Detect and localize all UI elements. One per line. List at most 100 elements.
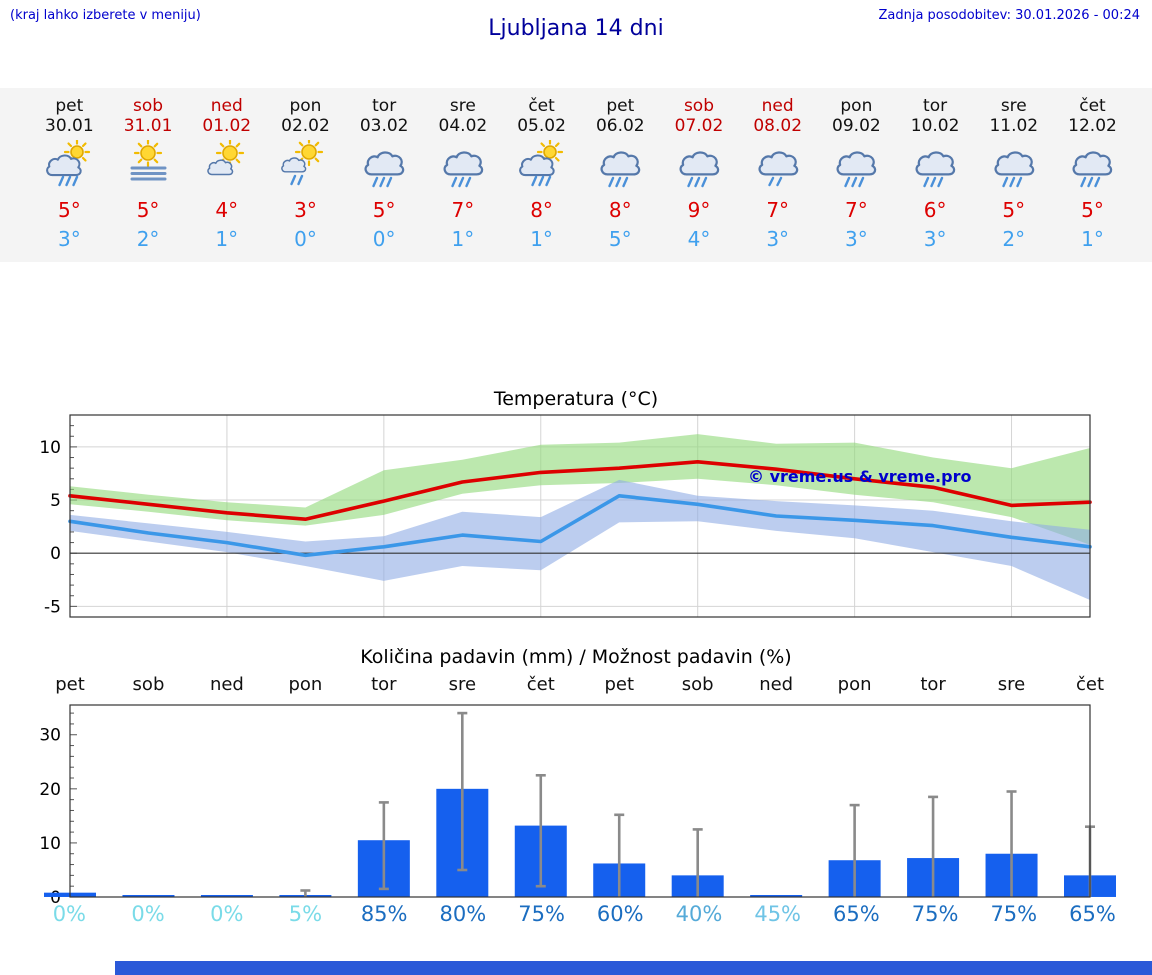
day-high-temp: 5° — [372, 198, 396, 222]
day-high-temp: 9° — [687, 198, 711, 222]
day-name: pon — [840, 96, 873, 116]
day-name: pet — [606, 96, 635, 116]
day-low-temp: 3° — [845, 227, 868, 251]
precip-day-label: pon — [288, 674, 322, 695]
precip-chart-title: Količina padavin (mm) / Možnost padavin … — [360, 646, 792, 668]
forecast-day[interactable]: pet 30.01 5° 3° — [30, 94, 109, 262]
temp-y-tick-label: -5 — [44, 597, 61, 617]
day-high-temp: 8° — [530, 198, 553, 222]
precip-probability: 0% — [210, 902, 244, 926]
precip-day-label: čet — [527, 674, 555, 695]
day-date: 11.02 — [989, 116, 1039, 136]
precip-probability: 5% — [288, 902, 323, 926]
day-low-temp: 3° — [923, 227, 947, 251]
cloud-rain-icon — [817, 140, 896, 196]
cloud-drizzle-icon — [738, 140, 817, 196]
precip-y-tick-label: 30 — [39, 726, 61, 746]
precip-probability: 85% — [360, 902, 408, 926]
precip-day-label: sob — [133, 674, 165, 695]
page-title: Ljubljana 14 dni — [488, 16, 664, 41]
precip-day-label: sob — [682, 674, 714, 695]
precip-probability: 0% — [52, 902, 87, 926]
day-name: sob — [133, 96, 164, 116]
day-date: 09.02 — [832, 116, 881, 136]
precip-bar — [122, 895, 175, 897]
day-name: sob — [683, 96, 714, 116]
day-low-temp: 1° — [451, 227, 475, 251]
day-high-temp: 5° — [1002, 198, 1026, 222]
temp-y-tick-label: 10 — [39, 438, 61, 458]
sun-cloud-rain-icon — [502, 138, 581, 196]
day-date: 02.02 — [281, 116, 330, 136]
day-name: čet — [1079, 96, 1106, 116]
cloud-rain-icon — [1053, 140, 1132, 196]
day-low-temp: 3° — [766, 227, 790, 251]
day-low-temp: 3° — [57, 227, 81, 251]
day-date: 06.02 — [595, 116, 645, 136]
precip-y-tick-label: 10 — [39, 834, 61, 854]
day-high-temp: 5° — [1081, 198, 1104, 222]
cloud-rain-icon — [424, 140, 503, 196]
precip-probability-row: 0% 0% 0% 5% 85% 80% 75% 60% 40% 45% 65% 75% 75% 65% — [0, 902, 1152, 926]
forecast-day[interactable]: tor 10.02 6° 3° — [896, 94, 975, 262]
precip-day-label: ned — [210, 674, 244, 695]
day-name: sre — [449, 96, 476, 116]
forecast-day[interactable]: pet 06.02 8° 5° — [581, 94, 660, 262]
min-temp-range-band — [70, 479, 1090, 600]
temp-y-tick-label: 0 — [50, 544, 61, 564]
day-name: ned — [210, 96, 243, 116]
precip-day-label: pet — [55, 674, 85, 695]
day-low-temp: 1° — [215, 227, 239, 251]
forecast-day[interactable]: pon 09.02 7° 3° — [817, 94, 896, 262]
forecast-day[interactable]: sob 31.01 5° 2° — [109, 94, 188, 262]
day-date: 30.01 — [45, 116, 94, 136]
forecast-day[interactable]: sob 07.02 9° 4° — [660, 94, 739, 262]
cloud-rain-icon — [345, 140, 424, 196]
forecast-day[interactable]: tor 03.02 5° 0° — [345, 94, 424, 262]
watermark: © vreme.us & vreme.pro — [748, 467, 971, 486]
day-low-temp: 1° — [530, 227, 553, 251]
location-menu-hint: (kraj lahko izberete v meniju) — [10, 8, 201, 23]
day-name: tor — [372, 96, 397, 116]
precip-probability: 65% — [1069, 902, 1116, 926]
forecast-day[interactable]: čet 12.02 5° 1° — [1053, 94, 1132, 262]
forecast-day[interactable]: ned 08.02 7° 3° — [738, 94, 817, 262]
day-date: 08.02 — [753, 116, 803, 136]
precip-day-label: pon — [838, 674, 872, 695]
day-date: 12.02 — [1068, 116, 1117, 136]
sun-fog-icon — [109, 138, 188, 196]
precip-bar — [200, 895, 253, 897]
forecast-day[interactable]: ned 01.02 4° 1° — [187, 94, 266, 262]
day-date: 04.02 — [438, 116, 488, 136]
precip-day-label: čet — [1076, 674, 1104, 695]
precip-probability: 75% — [911, 902, 959, 926]
sun-rain-icon — [266, 137, 345, 196]
forecast-day[interactable]: sre 04.02 7° 1° — [424, 94, 503, 262]
day-name: sre — [1000, 96, 1027, 116]
temp-y-tick-label: 5 — [50, 491, 61, 511]
cloud-rain-icon — [660, 140, 739, 196]
max-temp-line — [68, 459, 1092, 521]
day-name: pon — [289, 96, 322, 116]
forecast-day[interactable]: sre 11.02 5° 2° — [974, 94, 1053, 262]
forecast-day[interactable]: čet 05.02 8° 1° — [502, 94, 581, 262]
sun-cloud-rain-icon — [30, 138, 109, 196]
plot-border — [69, 704, 1091, 898]
precip-probability: 40% — [675, 902, 723, 926]
day-date: 05.02 — [517, 116, 566, 136]
day-high-temp: 7° — [845, 198, 868, 222]
day-name: pet — [55, 96, 84, 116]
day-date: 07.02 — [674, 116, 724, 136]
day-low-temp: 2° — [136, 227, 160, 251]
temperature-chart-title: Temperatura (°C) — [493, 388, 659, 410]
precip-day-label: tor — [371, 674, 397, 695]
precip-day-label: pet — [604, 674, 634, 695]
day-name: ned — [761, 96, 794, 116]
day-date: 01.02 — [202, 116, 252, 136]
day-high-temp: 5° — [136, 198, 160, 222]
day-high-temp: 5° — [57, 198, 81, 222]
forecast-day[interactable]: pon 02.02 3° 0° — [266, 94, 345, 262]
min-temp-line — [68, 494, 1092, 558]
day-high-temp: 7° — [451, 198, 475, 222]
day-low-temp: 2° — [1002, 227, 1026, 251]
